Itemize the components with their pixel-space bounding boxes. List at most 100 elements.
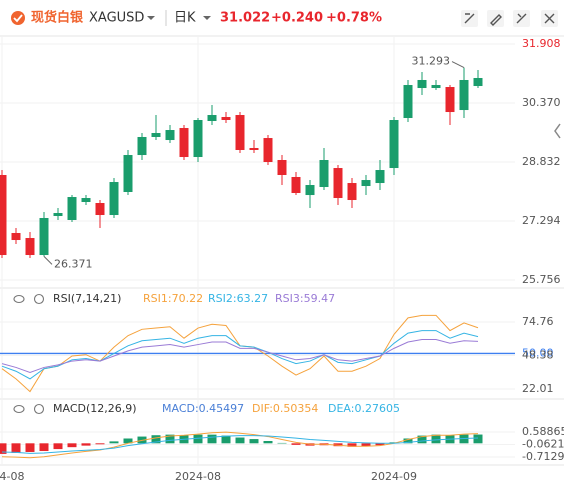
candle-body [361, 180, 371, 187]
fullscreen-icon [544, 13, 555, 24]
symbol[interactable]: XAGUSD [89, 11, 144, 26]
candle-body [95, 203, 105, 216]
legend-entry: RSI2:63.27 [208, 292, 268, 305]
candle-body [249, 148, 259, 150]
histogram-bar [53, 443, 63, 450]
y-tick-label: 22.01 [522, 382, 554, 395]
candle-body [305, 185, 315, 196]
y-tick-label: 30.370 [522, 96, 561, 109]
histogram-bar [25, 443, 35, 452]
y-tick-label: 31.908 [522, 37, 561, 50]
gear-icon[interactable] [33, 293, 45, 305]
legend-entry: RSI1:70.22 [143, 292, 203, 305]
legend-entry: DEA:0.27605 [328, 402, 400, 415]
histogram-bar [403, 438, 413, 444]
histogram-bar [193, 434, 203, 444]
indicator-line [1, 435, 479, 454]
candle-body [431, 85, 441, 89]
candle-body [291, 176, 301, 193]
y-tick-label: 48.38 [522, 349, 554, 362]
candle-body [459, 79, 469, 111]
legend-entry: RSI3:59.47 [275, 292, 335, 305]
histogram-bar [123, 438, 133, 444]
logo-icon [11, 11, 25, 25]
period[interactable]: 日K [174, 11, 196, 26]
y-tick-label: -0.06215 [522, 438, 564, 451]
candle-body [25, 238, 35, 256]
histogram-bar [207, 434, 217, 444]
y-tick-label: -0.71294 [522, 450, 564, 463]
histogram-bar [361, 443, 371, 447]
histogram-bar [235, 437, 245, 444]
y-tick-label: 0.58865 [522, 425, 564, 438]
histogram-bar [277, 442, 287, 444]
histogram-bar [221, 435, 231, 444]
dropdown-arrow[interactable] [203, 16, 211, 20]
histogram-bar [95, 443, 105, 445]
candle-body [165, 130, 175, 141]
last-price: 31.022 [220, 11, 270, 26]
candle-body [179, 128, 189, 158]
candle-body [417, 79, 427, 89]
histogram-bar [0, 443, 7, 454]
price-change-pct: +0.78% [326, 11, 382, 26]
candle-body [277, 160, 287, 176]
candle-body [375, 170, 385, 184]
y-tick-label: 50.00 [522, 346, 554, 359]
eraser-icon [516, 13, 527, 24]
gear-icon[interactable] [33, 403, 45, 415]
candle-body [445, 87, 455, 113]
pen-icon [490, 14, 502, 26]
indicator-line [1, 330, 479, 380]
candle-body [109, 182, 119, 216]
candle-body [0, 175, 7, 256]
candle-body [67, 197, 77, 220]
eye-icon[interactable] [13, 404, 25, 414]
histogram-bar [151, 435, 161, 444]
x-tick-label: 2024-08 [175, 470, 221, 483]
histogram-bar [431, 434, 441, 444]
candle-body [137, 136, 147, 156]
candle-body [333, 168, 343, 199]
legend-entry: MACD:0.45497 [162, 402, 244, 415]
eye-icon[interactable] [13, 294, 25, 304]
histogram-bar [109, 441, 119, 444]
histogram-bar [417, 435, 427, 444]
x-tick-label: 4-08 [0, 470, 24, 483]
candle-body [347, 183, 357, 201]
candle-body [39, 218, 49, 256]
histogram-bar [347, 443, 357, 447]
legend-entry: DIF:0.50354 [252, 402, 318, 415]
x-tick-label: 2024-09 [371, 470, 417, 483]
annotation: 26.371 [54, 257, 93, 270]
candle-body [151, 133, 161, 137]
dropdown-arrow[interactable] [147, 16, 155, 20]
candle-body [319, 160, 329, 188]
logo-text: 现货白银 [31, 10, 84, 26]
y-tick-label: 28.832 [522, 155, 561, 168]
candle-body [221, 117, 231, 120]
candle-body [473, 78, 483, 87]
y-tick-label: 25.756 [522, 273, 561, 286]
candle-body [389, 120, 399, 169]
histogram-bar [67, 443, 77, 448]
collapse-arrow[interactable] [554, 123, 561, 139]
price-change: +0.240 [271, 11, 323, 26]
histogram-bar [375, 443, 385, 446]
indicator-line [1, 338, 479, 374]
indicator-title: MACD(12,26,9) [53, 402, 137, 415]
candle-body [263, 138, 273, 162]
histogram-bar [473, 434, 483, 444]
indicator-title: RSI(7,14,21) [53, 292, 121, 305]
histogram-bar [165, 434, 175, 444]
candle-body [207, 115, 217, 121]
annotation-line [43, 256, 53, 265]
candle-body [403, 85, 413, 119]
candle-body [235, 115, 245, 150]
histogram-bar [263, 441, 273, 444]
indicator-line [1, 431, 479, 459]
annotation-line [451, 61, 465, 69]
histogram-bar [81, 443, 91, 446]
